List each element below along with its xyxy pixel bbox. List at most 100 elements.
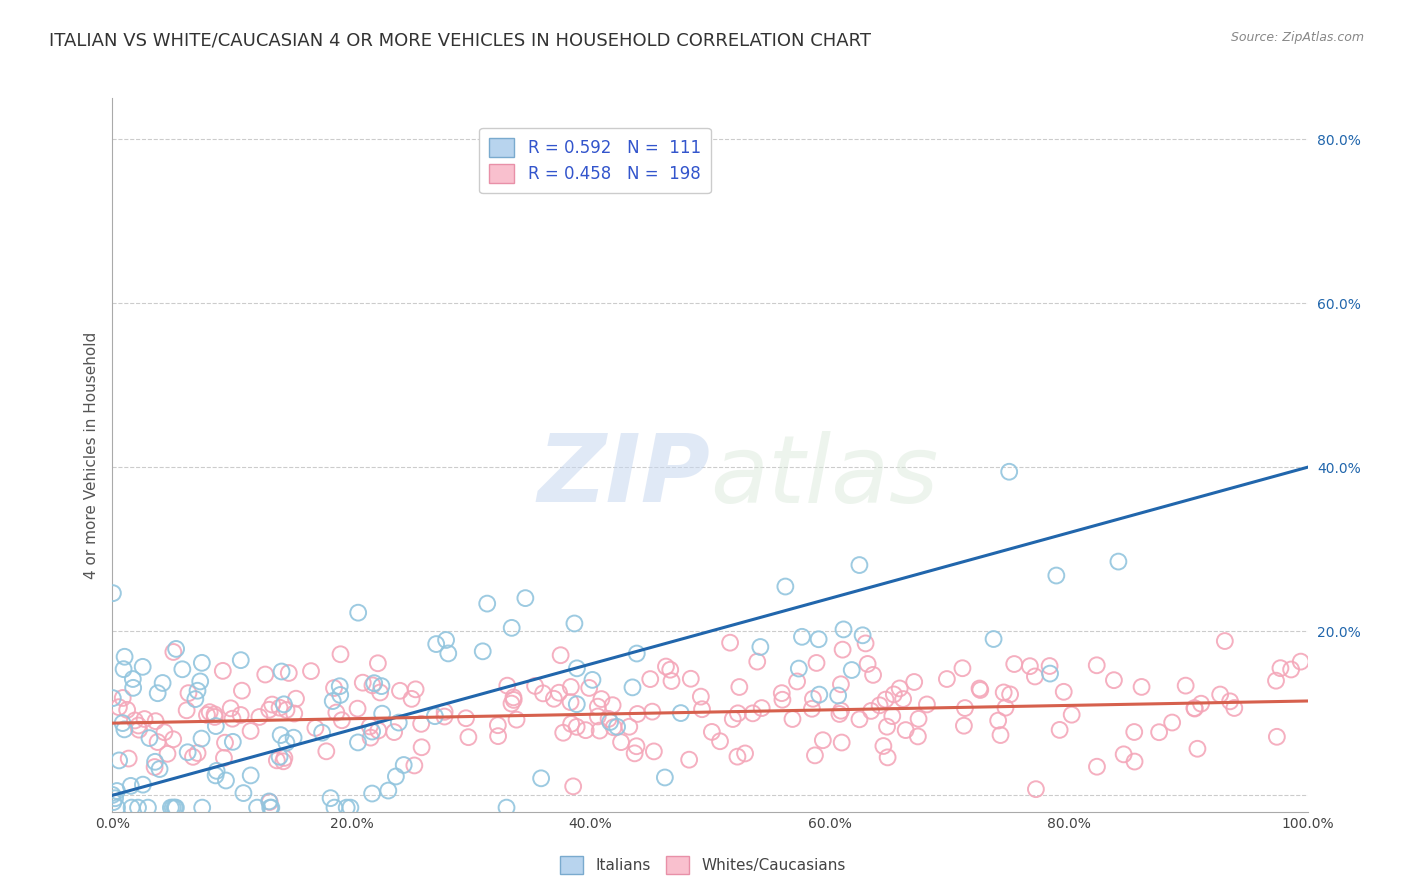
Point xyxy=(392,758,415,772)
Point xyxy=(1025,782,1047,797)
Point xyxy=(186,683,208,698)
Point xyxy=(120,779,142,793)
Point xyxy=(1053,685,1076,699)
Point xyxy=(1102,673,1125,688)
Point xyxy=(969,683,991,698)
Point xyxy=(564,616,586,631)
Point xyxy=(336,800,359,814)
Point xyxy=(215,773,238,788)
Point xyxy=(626,706,648,721)
Point xyxy=(266,753,288,767)
Point xyxy=(361,724,384,739)
Point xyxy=(219,701,242,715)
Point xyxy=(382,725,405,739)
Point xyxy=(257,703,280,717)
Point xyxy=(856,657,879,671)
Point xyxy=(247,710,270,724)
Point xyxy=(352,675,374,690)
Point xyxy=(127,718,149,732)
Point xyxy=(231,683,253,698)
Point xyxy=(108,753,131,767)
Point xyxy=(361,787,384,801)
Text: ZIP: ZIP xyxy=(537,430,710,523)
Point xyxy=(501,621,523,635)
Point xyxy=(875,692,897,706)
Point xyxy=(121,800,143,814)
Point xyxy=(1223,701,1246,715)
Text: ITALIAN VS WHITE/CAUCASIAN 4 OR MORE VEHICLES IN HOUSEHOLD CORRELATION CHART: ITALIAN VS WHITE/CAUCASIAN 4 OR MORE VEH… xyxy=(49,31,872,49)
Point xyxy=(1279,663,1302,677)
Point xyxy=(434,632,457,647)
Point xyxy=(1187,741,1209,756)
Point xyxy=(619,720,641,734)
Point xyxy=(269,700,291,714)
Point xyxy=(700,725,723,739)
Point xyxy=(841,663,863,677)
Point xyxy=(915,698,938,712)
Point xyxy=(550,648,572,663)
Point xyxy=(165,800,187,814)
Point xyxy=(749,640,772,654)
Point xyxy=(211,664,233,678)
Point xyxy=(1209,688,1232,702)
Point xyxy=(347,735,370,749)
Point xyxy=(204,768,226,782)
Point xyxy=(153,725,176,739)
Point xyxy=(891,692,914,706)
Point xyxy=(104,791,127,805)
Point xyxy=(876,750,898,764)
Point xyxy=(1289,655,1312,669)
Point xyxy=(101,788,124,802)
Point xyxy=(323,681,346,695)
Point xyxy=(184,692,207,706)
Point xyxy=(855,636,877,650)
Text: atlas: atlas xyxy=(710,431,938,522)
Point xyxy=(437,647,460,661)
Point xyxy=(163,800,186,814)
Point xyxy=(641,705,664,719)
Point xyxy=(401,691,423,706)
Point xyxy=(101,586,124,600)
Point xyxy=(782,712,804,726)
Point xyxy=(876,720,898,734)
Point xyxy=(329,679,352,693)
Point xyxy=(953,701,976,715)
Point xyxy=(259,795,281,809)
Point xyxy=(339,800,361,814)
Point xyxy=(565,661,588,675)
Point xyxy=(239,768,262,782)
Point xyxy=(122,681,145,695)
Point xyxy=(181,749,204,764)
Point xyxy=(105,800,128,814)
Point xyxy=(433,709,456,723)
Point xyxy=(531,686,554,700)
Point xyxy=(575,723,598,738)
Point xyxy=(128,723,150,737)
Point xyxy=(190,731,212,746)
Point xyxy=(145,714,167,728)
Point xyxy=(804,748,827,763)
Point xyxy=(143,760,166,774)
Point xyxy=(501,697,523,711)
Point xyxy=(172,662,194,676)
Point xyxy=(969,681,991,696)
Point xyxy=(283,731,305,745)
Point xyxy=(741,706,763,721)
Point xyxy=(889,681,911,696)
Point xyxy=(347,606,370,620)
Point xyxy=(315,744,337,758)
Point xyxy=(411,740,433,755)
Point xyxy=(187,746,209,760)
Point xyxy=(935,672,957,686)
Point xyxy=(363,676,385,690)
Point xyxy=(115,703,138,717)
Point xyxy=(121,672,143,686)
Point xyxy=(423,709,446,723)
Point xyxy=(728,680,751,694)
Point xyxy=(273,751,295,765)
Point xyxy=(114,649,136,664)
Point xyxy=(581,673,603,687)
Point xyxy=(770,686,793,700)
Point xyxy=(808,688,831,702)
Point xyxy=(204,710,226,724)
